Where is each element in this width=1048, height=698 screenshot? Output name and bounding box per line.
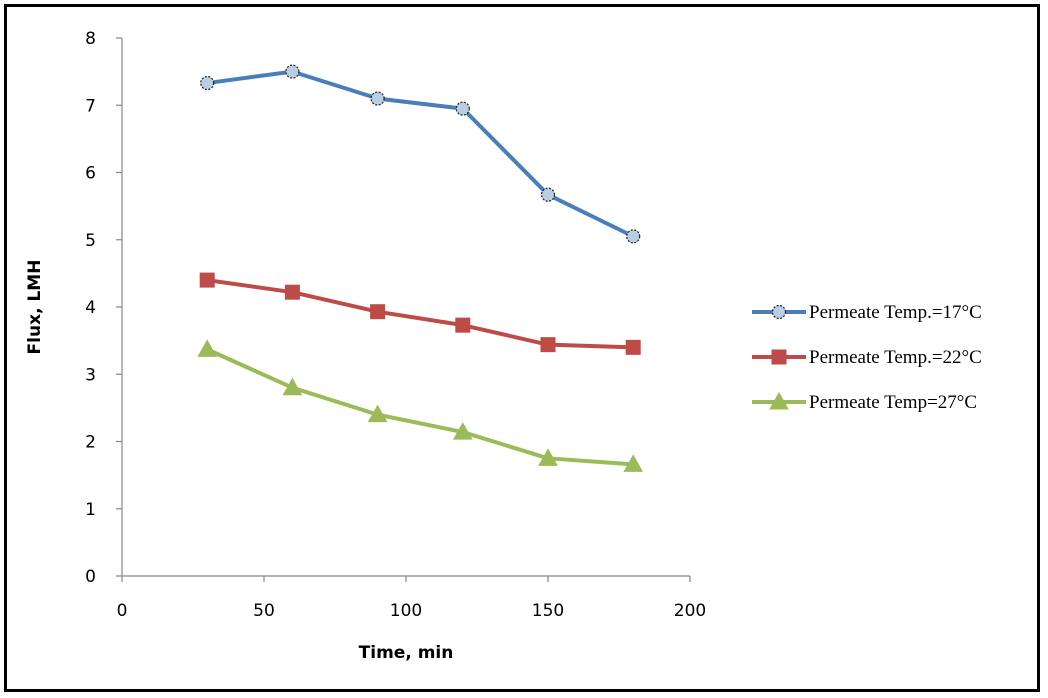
series-3 (197, 339, 644, 472)
y-tick-label: 3 (85, 365, 96, 385)
y-tick-label: 8 (85, 29, 96, 49)
data-point (285, 64, 300, 79)
y-tick-label: 0 (85, 567, 96, 587)
series-layer (197, 64, 644, 472)
x-axis-title: Time, min (359, 643, 454, 663)
data-point (626, 229, 641, 244)
series-line (206, 278, 634, 350)
legend-entry: Permeate Temp.=17°C (752, 302, 982, 323)
series-line (206, 69, 635, 239)
chart-frame (4, 4, 1040, 692)
y-tick-label: 5 (85, 231, 96, 251)
axes: 0 1 2 3 4 5 6 7 8 0 50 100 150 200 (85, 29, 706, 621)
data-point (284, 284, 300, 300)
legend-swatch-marker (769, 391, 789, 410)
data-point (282, 377, 303, 396)
data-point (197, 339, 218, 357)
y-tick-label: 2 (85, 433, 96, 453)
data-point (625, 339, 641, 355)
legend-label: Permeate Temp.=17°C (809, 302, 982, 323)
x-tick-label: 0 (117, 601, 128, 621)
legend: Permeate Temp.=17°C Permeate Temp.=22°C Pe… (752, 302, 982, 413)
y-tick-label: 4 (85, 298, 96, 318)
series-1 (200, 64, 641, 244)
data-point (540, 187, 556, 202)
data-point (540, 337, 556, 353)
data-point (455, 101, 470, 116)
legend-swatch-marker (771, 304, 787, 320)
x-tick-label: 150 (532, 601, 564, 621)
legend-entry: Permeate Temp=27°C (752, 391, 977, 413)
data-point (370, 304, 386, 320)
y-tick-label: 7 (85, 96, 96, 116)
data-point (538, 448, 558, 466)
y-tick-label: 1 (85, 500, 96, 520)
x-tick-label: 100 (390, 601, 422, 621)
legend-label: Permeate Temp.=22°C (809, 347, 982, 368)
y-axis-title: Flux, LMH (25, 260, 45, 355)
data-point (455, 317, 471, 333)
x-tick-label: 200 (674, 601, 706, 621)
data-point (200, 75, 215, 91)
data-point (199, 272, 215, 288)
data-point (452, 422, 473, 440)
legend-label: Permeate Temp=27°C (809, 392, 977, 413)
legend-entry: Permeate Temp.=22°C (752, 347, 982, 368)
data-point (370, 91, 385, 106)
x-tick-label: 50 (253, 601, 275, 621)
data-point (367, 404, 388, 423)
series-2 (199, 272, 641, 355)
data-point (623, 454, 644, 472)
legend-swatch-marker (771, 349, 787, 365)
series-line (206, 347, 634, 467)
y-tick-label: 6 (85, 164, 96, 184)
